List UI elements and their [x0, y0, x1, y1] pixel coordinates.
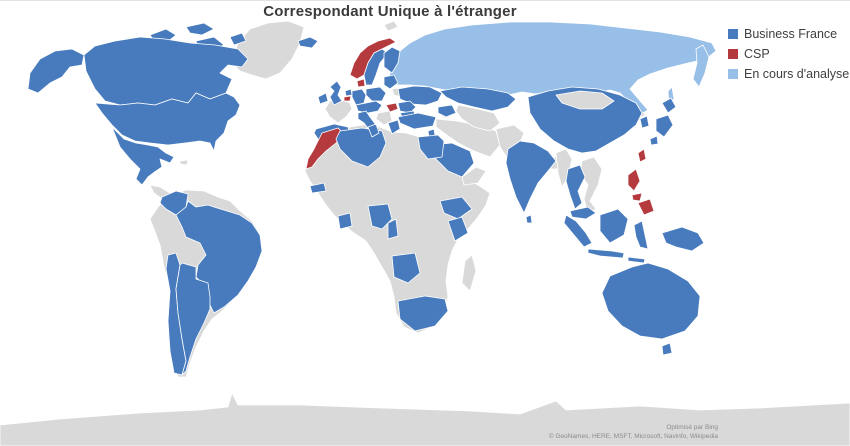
bing-attribution: Optimisé par Bing: [666, 424, 718, 431]
country-finland[interactable]: [383, 46, 401, 74]
country-sri-lanka[interactable]: [525, 214, 533, 224]
country-nigeria[interactable]: [367, 203, 393, 230]
country-south-africa[interactable]: [397, 295, 449, 332]
country-turkey[interactable]: [397, 112, 437, 130]
country-ivory-coast[interactable]: [337, 212, 353, 230]
country-japan-kyushu[interactable]: [649, 135, 659, 146]
country-denmark[interactable]: [356, 78, 366, 88]
region-central-europe[interactable]: [355, 100, 383, 114]
country-cameroon[interactable]: [387, 218, 399, 240]
page-title: Correspondant Unique à l'étranger: [263, 3, 517, 20]
country-indonesia-sumatra[interactable]: [563, 214, 593, 248]
country-greece[interactable]: [387, 119, 401, 135]
country-netherlands[interactable]: [344, 88, 353, 97]
country-australia[interactable]: [601, 262, 701, 340]
country-indonesia-borneo[interactable]: [599, 208, 629, 244]
region-alaska[interactable]: [27, 48, 85, 94]
country-antarctica: [0, 392, 850, 446]
country-germany[interactable]: [351, 88, 367, 106]
region-arctic-islands-4[interactable]: [229, 32, 247, 46]
country-philippines-luzon[interactable]: [627, 168, 641, 192]
legend-item-en-cours[interactable]: En cours d'analyse: [728, 67, 849, 81]
country-china[interactable]: [527, 86, 643, 154]
legend-swatch-business-france: [728, 29, 738, 39]
country-egypt[interactable]: [417, 134, 445, 160]
country-tunisia[interactable]: [367, 123, 380, 138]
country-malaysia[interactable]: [569, 206, 597, 220]
region-central-asia[interactable]: [455, 104, 501, 132]
country-australia-tasmania[interactable]: [661, 342, 673, 356]
region-yemen-oman[interactable]: [461, 166, 487, 186]
country-usa[interactable]: [94, 92, 241, 152]
legend-label-business-france: Business France: [744, 27, 838, 41]
country-indonesia-sulawesi[interactable]: [633, 220, 649, 250]
country-kenya[interactable]: [447, 216, 469, 242]
country-papua-new-guinea[interactable]: [661, 226, 705, 252]
legend-label-en-cours: En cours d'analyse: [744, 67, 850, 81]
country-poland[interactable]: [365, 86, 387, 102]
region-indochina[interactable]: [579, 156, 603, 214]
country-madagascar[interactable]: [461, 254, 477, 292]
country-hungary[interactable]: [385, 102, 399, 113]
map-attribution: Optimisé par Bing © GeoNames, HERE, MSFT…: [549, 424, 718, 441]
country-hispaniola[interactable]: [179, 159, 189, 166]
country-japan-hokkaido[interactable]: [661, 97, 677, 114]
country-taiwan[interactable]: [637, 148, 647, 163]
region-arctic-islands-2[interactable]: [185, 22, 215, 36]
country-indonesia-lesser-sunda[interactable]: [627, 256, 646, 264]
country-romania[interactable]: [397, 100, 417, 114]
legend-swatch-csp: [728, 49, 738, 59]
country-india[interactable]: [505, 140, 557, 214]
country-south-korea[interactable]: [639, 115, 650, 129]
country-philippines-visayas[interactable]: [631, 192, 643, 202]
country-japan-honshu[interactable]: [655, 114, 674, 138]
region-kamchatka[interactable]: [692, 44, 710, 88]
country-kazakhstan[interactable]: [439, 86, 517, 112]
country-ireland[interactable]: [317, 92, 329, 105]
region-baltic-states[interactable]: [383, 74, 399, 90]
country-mexico[interactable]: [111, 126, 175, 186]
country-greenland[interactable]: [231, 20, 305, 80]
country-indonesia-java[interactable]: [587, 248, 625, 259]
country-mongolia-overlay[interactable]: [555, 90, 615, 110]
country-philippines-mindanao[interactable]: [637, 198, 655, 216]
country-argentina[interactable]: [175, 262, 211, 376]
country-senegal[interactable]: [309, 182, 327, 194]
data-providers-attribution: © GeoNames, HERE, MSFT, Microsoft, Navin…: [548, 433, 718, 440]
country-angola[interactable]: [391, 252, 421, 284]
country-france[interactable]: [324, 100, 353, 124]
legend-label-csp: CSP: [744, 47, 770, 61]
country-ethiopia[interactable]: [439, 196, 473, 220]
country-iceland[interactable]: [297, 36, 319, 49]
legend-item-csp[interactable]: CSP: [728, 47, 849, 61]
legend: Business France CSP En cours d'analyse: [728, 27, 849, 81]
legend-item-business-france[interactable]: Business France: [728, 27, 849, 41]
legend-swatch-en-cours: [728, 69, 738, 79]
country-uk[interactable]: [329, 80, 343, 106]
country-svalbard[interactable]: [383, 20, 399, 32]
region-caucasus[interactable]: [437, 104, 457, 118]
country-ukraine[interactable]: [397, 85, 443, 106]
country-thailand[interactable]: [565, 164, 586, 210]
country-belgium[interactable]: [343, 95, 352, 102]
